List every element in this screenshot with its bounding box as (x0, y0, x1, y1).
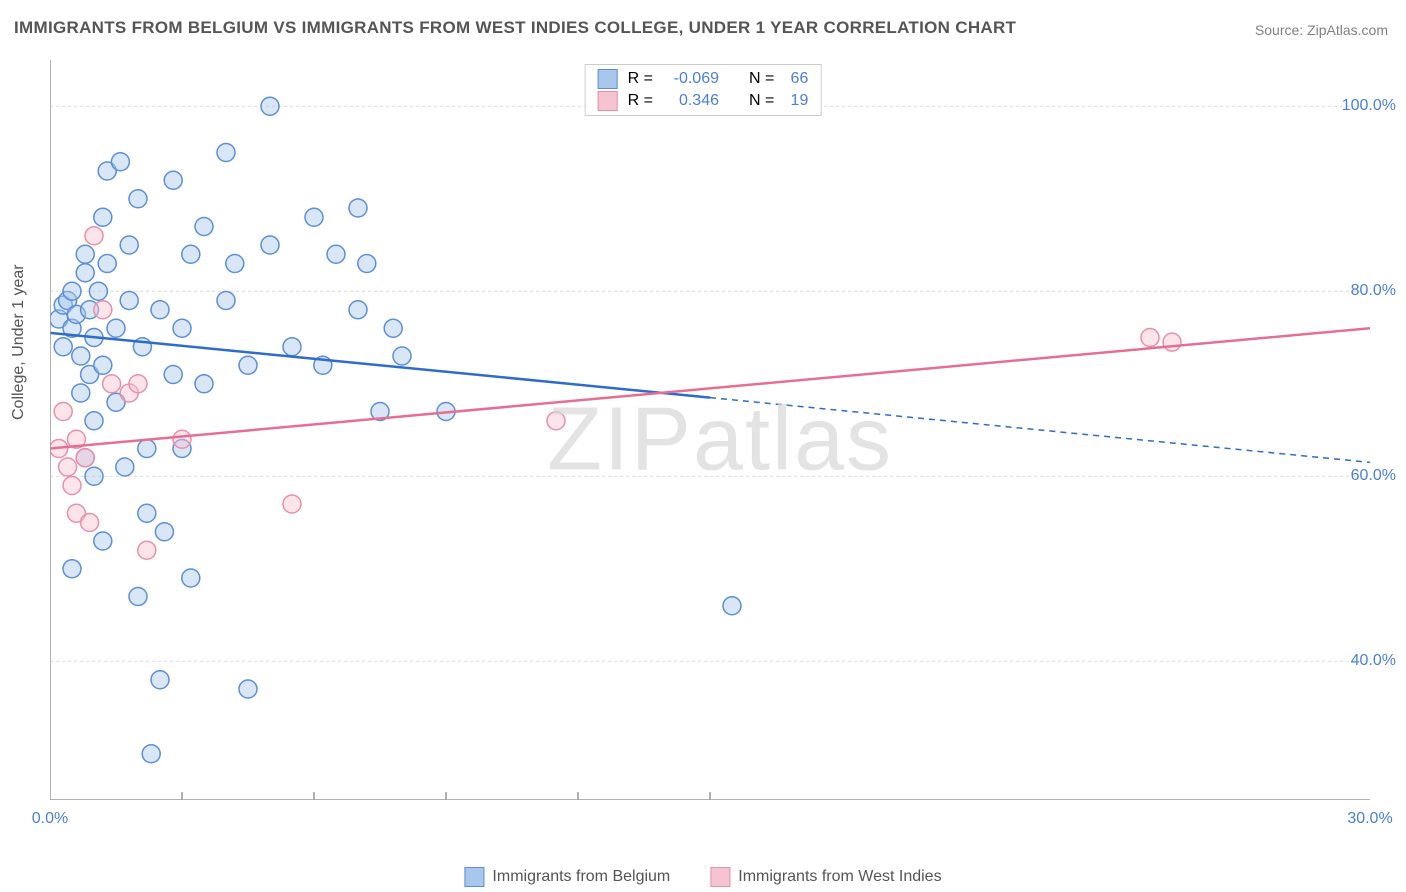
scatter-plot-svg (50, 60, 1370, 800)
legend-item-west-indies: Immigrants from West Indies (710, 867, 941, 887)
correlation-legend: R = -0.069 N = 66 R = 0.346 N = 19 (585, 64, 822, 116)
y-tick-label: 100.0% (1342, 97, 1396, 115)
swatch-belgium (598, 69, 618, 89)
n-value: 19 (784, 92, 808, 110)
r-label: R = (628, 92, 653, 110)
r-value: 0.346 (663, 92, 719, 110)
r-value: -0.069 (663, 70, 719, 88)
source-link[interactable]: ZipAtlas.com (1307, 22, 1388, 38)
swatch-belgium-bottom (464, 867, 484, 887)
legend-label: Immigrants from Belgium (492, 868, 670, 886)
source-attribution: Source: ZipAtlas.com (1255, 22, 1388, 38)
y-tick-label: 60.0% (1351, 467, 1396, 485)
legend-item-belgium: Immigrants from Belgium (464, 867, 670, 887)
y-tick-label: 80.0% (1351, 282, 1396, 300)
legend-row-belgium: R = -0.069 N = 66 (598, 69, 809, 89)
x-tick-label: 0.0% (32, 810, 68, 828)
swatch-west-indies (598, 91, 618, 111)
source-prefix: Source: (1255, 22, 1307, 38)
legend-label: Immigrants from West Indies (738, 868, 941, 886)
x-tick-label: 30.0% (1347, 810, 1392, 828)
chart-title: IMMIGRANTS FROM BELGIUM VS IMMIGRANTS FR… (14, 18, 1016, 38)
legend-row-west-indies: R = 0.346 N = 19 (598, 91, 809, 111)
chart-plot-area: ZIPatlas (50, 60, 1390, 820)
n-label: N = (749, 70, 774, 88)
n-value: 66 (784, 70, 808, 88)
n-label: N = (749, 92, 774, 110)
swatch-west-indies-bottom (710, 867, 730, 887)
y-axis-label: College, Under 1 year (10, 264, 28, 420)
y-tick-label: 40.0% (1351, 652, 1396, 670)
r-label: R = (628, 70, 653, 88)
series-legend: Immigrants from Belgium Immigrants from … (464, 867, 941, 887)
